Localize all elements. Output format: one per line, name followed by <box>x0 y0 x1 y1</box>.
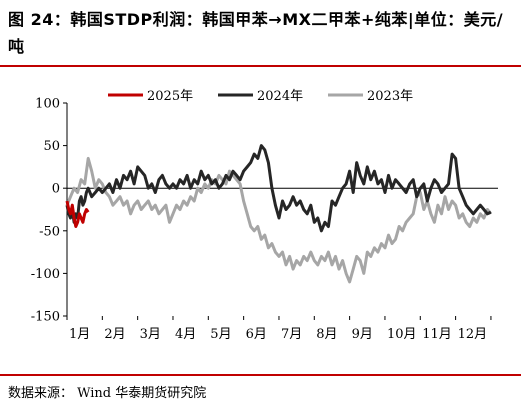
x-tick-label: 12月 <box>458 327 488 342</box>
series-line-2024年 <box>65 144 492 233</box>
x-tick-label: 11月 <box>422 327 452 342</box>
x-tick-label: 4月 <box>175 327 196 342</box>
series-line-2025年 <box>65 200 90 228</box>
y-axis: 100 50 0 -50 -100 -150 <box>31 97 68 325</box>
x-tick-label: 5月 <box>210 327 231 342</box>
chart-title: 图 24：韩国STDP利润：韩国甲苯→MX二甲苯+纯苯|单位：美元/吨 <box>8 10 504 56</box>
x-tick-label: 8月 <box>316 327 337 342</box>
y-tick-label: -50 <box>39 224 60 239</box>
y-tick-label: 0 <box>52 182 60 197</box>
y-tick-label: -100 <box>31 267 60 282</box>
x-tick-label: 10月 <box>387 327 417 342</box>
line-chart: 2025年 2024年 2023年 100 50 0 -50 -100 -150 1月 2月 3月… <box>31 89 498 342</box>
legend-label: 2023年 <box>367 89 413 104</box>
y-tick-label: -150 <box>31 310 60 325</box>
x-tick-label: 9月 <box>352 327 373 342</box>
series-line-2023年 <box>65 156 493 284</box>
x-axis: 1月 2月 3月 4月 5月 6月 7月 8月 9月 10月 11月 12月 <box>66 187 498 342</box>
data-source-note: 数据来源： Wind 华泰期货研究院 <box>8 386 207 401</box>
y-tick-label: 50 <box>43 139 60 154</box>
y-tick-label: 100 <box>35 97 60 112</box>
x-tick-label: 6月 <box>246 327 267 342</box>
x-tick-label: 7月 <box>281 327 302 342</box>
legend-label: 2025年 <box>147 89 193 104</box>
footer-rule <box>0 374 521 376</box>
legend: 2025年 2024年 2023年 <box>108 89 413 104</box>
legend-label: 2024年 <box>257 89 303 104</box>
x-tick-label: 2月 <box>104 327 125 342</box>
series-lines <box>65 144 493 284</box>
x-tick-label: 3月 <box>140 327 161 342</box>
x-tick-label: 1月 <box>69 327 90 342</box>
header-rule <box>0 65 521 67</box>
